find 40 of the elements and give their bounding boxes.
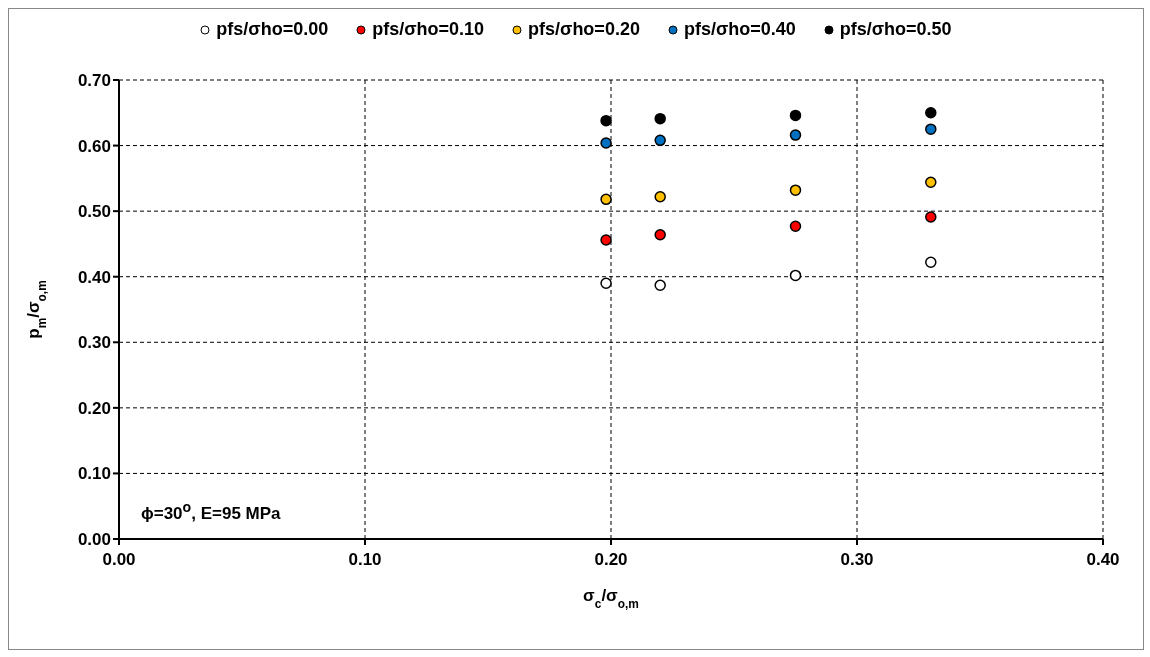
point [600,277,612,290]
y-tick-label: 0.00 [77,530,111,550]
point [925,107,937,119]
point [654,134,666,147]
y-tick-label: 0.70 [77,71,111,91]
y-tick-label: 0.20 [77,398,111,418]
legend-label: pfs/σho=0.20 [527,19,640,40]
x-tick-label: 0.20 [594,550,628,570]
point [600,137,612,149]
y-tick-label: 0.50 [77,202,111,222]
point [654,190,666,203]
x-axis-title: σ$_{c}$/σ$_{o,m}$ [583,586,639,611]
y-tick-label: 0.30 [77,333,111,353]
point [654,279,666,291]
point [925,211,937,223]
x-tick-label: 0.30 [840,550,874,570]
x-tick-label: 0.10 [348,550,382,570]
point [789,129,802,141]
point [600,234,612,246]
point [925,256,937,269]
point [789,184,802,196]
legend-label: pfs/σho=0.50 [838,19,952,40]
legend-label: pfs/σho=0.40 [682,19,796,40]
point [789,269,802,282]
point [789,220,802,232]
point [600,114,612,127]
x-tick-label: 0.00 [102,550,136,570]
x-tick-label: 0.40 [1086,550,1120,570]
point [925,176,937,189]
legend-label: pfs/σho=0.00 [215,19,329,40]
point [654,229,666,241]
y-tick-label: 0.60 [77,136,111,156]
y-tick-label: 0.40 [77,267,111,287]
point [789,109,802,122]
point [654,112,666,125]
point [925,123,937,135]
y-tick-label: 0.10 [77,464,111,484]
point [600,193,612,206]
annotation: ϕ=30$^{o}$, E=95 MPa [141,499,281,524]
legend-label: pfs/σho=0.10 [371,19,485,40]
